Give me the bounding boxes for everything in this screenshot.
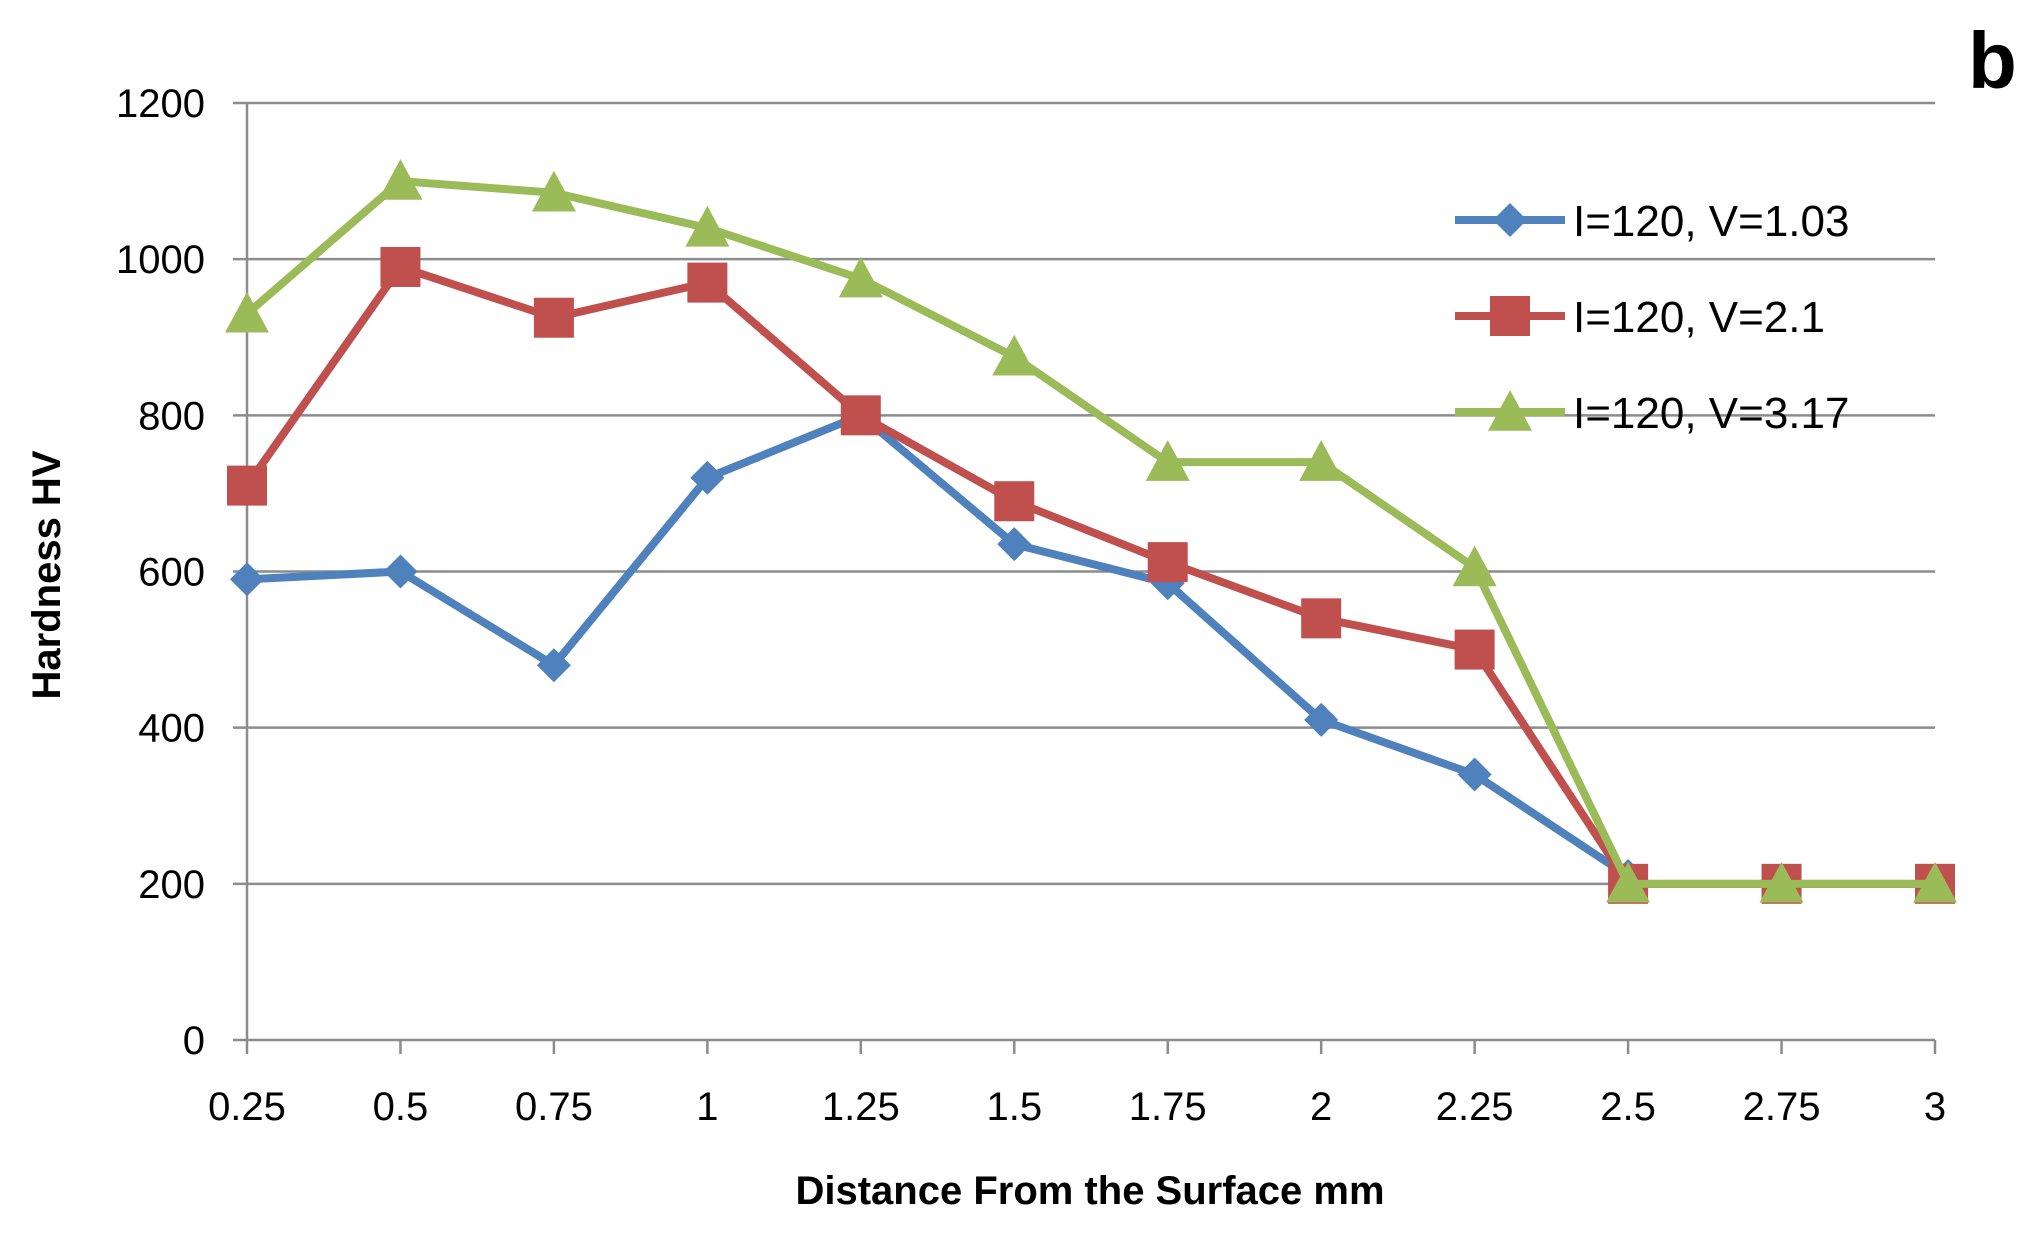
- data-point: [838, 256, 883, 298]
- y-tick-label: 200: [138, 863, 205, 907]
- x-tick-label: 0.75: [515, 1085, 593, 1129]
- legend-marker: [1493, 203, 1527, 237]
- x-tick-labels: 0.25 0.5 0.75 1 1.25 1.5 1.75 2 2.25 2.5 2.75 3: [208, 1085, 1946, 1129]
- x-tick-label: 1.5: [986, 1085, 1042, 1129]
- y-tick-label: 600: [138, 551, 205, 595]
- data-point: [690, 460, 725, 495]
- y-tick-labels: 0 200 400 600 800 1000 1200: [116, 82, 205, 1063]
- legend-marker: [1490, 296, 1530, 336]
- legend-label: I=120, V=2.1: [1573, 293, 1825, 342]
- series-line: [243, 262, 1935, 888]
- data-point: [378, 159, 423, 200]
- x-tick-label: 1.25: [822, 1085, 900, 1129]
- data-point: [1301, 598, 1342, 639]
- legend-item: I=120, V=1.03: [1455, 197, 1849, 246]
- data-point: [1299, 440, 1344, 481]
- data-point: [1304, 702, 1339, 737]
- x-axis-title: Distance From the Surface mm: [795, 1169, 1384, 1213]
- data-point: [687, 262, 728, 303]
- legend: I=120, V=1.03 I=120, V=2.1 I=120, V=3.17: [1455, 197, 1849, 438]
- data-point: [997, 527, 1032, 562]
- data-point: [994, 481, 1035, 522]
- legend-label: I=120, V=1.03: [1573, 197, 1849, 246]
- legend-item: I=120, V=2.1: [1455, 293, 1825, 342]
- data-point: [992, 334, 1037, 376]
- series-line: [246, 411, 1631, 880]
- y-tick-label: 1200: [116, 82, 205, 126]
- data-point: [380, 246, 421, 287]
- data-point: [531, 170, 576, 212]
- data-point: [1147, 542, 1188, 583]
- data-point: [1606, 861, 1651, 903]
- data-point: [230, 562, 264, 597]
- x-tick-label: 3: [1924, 1085, 1946, 1129]
- series-2: [227, 246, 1955, 904]
- y-tick-label: 0: [183, 1019, 205, 1063]
- series-line: [244, 177, 1935, 888]
- x-tick-label: 1: [696, 1085, 718, 1129]
- x-tick-label: 0.5: [373, 1085, 429, 1129]
- legend-label: I=120, V=3.17: [1573, 389, 1849, 438]
- x-tick-label: 2.75: [1743, 1085, 1821, 1129]
- data-point: [840, 395, 881, 436]
- legend-item: I=120, V=3.17: [1455, 389, 1849, 438]
- data-point: [227, 465, 267, 506]
- series-3: [225, 159, 1957, 903]
- data-point: [1452, 545, 1497, 587]
- x-tick-label: 2: [1310, 1085, 1332, 1129]
- y-axis-title: Hardness HV: [25, 450, 69, 699]
- series-lines: [225, 159, 1957, 904]
- x-tick-label: 1.75: [1129, 1085, 1207, 1129]
- data-point: [536, 648, 571, 683]
- y-tick-label: 1000: [116, 238, 205, 282]
- data-point: [1457, 757, 1492, 792]
- data-point: [383, 554, 418, 589]
- data-point: [533, 297, 574, 338]
- y-tick-label: 800: [138, 394, 205, 438]
- panel-label: b: [1968, 16, 2017, 105]
- legend-marker: [1488, 390, 1532, 431]
- data-point: [1759, 861, 1804, 903]
- data-point: [1145, 440, 1190, 481]
- series-1: [230, 398, 1646, 894]
- data-point: [1454, 629, 1495, 670]
- data-point: [225, 291, 269, 333]
- data-point: [685, 205, 730, 247]
- x-tick-label: 2.5: [1600, 1085, 1656, 1129]
- y-tick-label: 400: [138, 707, 205, 751]
- data-point: [1913, 861, 1957, 903]
- x-tick-label: 0.25: [208, 1085, 286, 1129]
- x-tick-label: 2.25: [1436, 1085, 1514, 1129]
